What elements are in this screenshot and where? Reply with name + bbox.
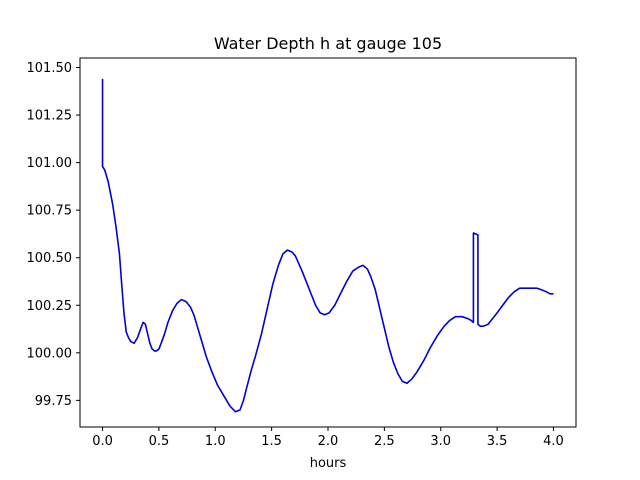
x-tick-label: 0.5 bbox=[149, 434, 170, 449]
y-tick-label: 101.50 bbox=[27, 61, 73, 76]
series-line-0 bbox=[101, 78, 554, 413]
y-tick-label: 100.75 bbox=[27, 204, 73, 219]
x-axis-label: hours bbox=[310, 456, 347, 471]
x-tick-label: 2.0 bbox=[318, 434, 339, 449]
y-axis-ticks: 99.75 100.00 100.25 100.50 100.75 101.00 101.2… bbox=[27, 61, 80, 409]
x-tick-label: 1.5 bbox=[261, 434, 282, 449]
y-tick-label: 99.75 bbox=[35, 394, 72, 409]
x-tick-label: 3.0 bbox=[430, 434, 451, 449]
x-tick-label: 4.0 bbox=[543, 434, 564, 449]
x-tick-label: 3.5 bbox=[487, 434, 508, 449]
y-tick-label: 100.25 bbox=[27, 299, 73, 314]
chart-title: Water Depth h at gauge 105 bbox=[214, 34, 442, 53]
y-tick-label: 100.00 bbox=[27, 346, 73, 361]
y-tick-label: 101.00 bbox=[27, 156, 73, 171]
x-axis-ticks: 0.0 0.5 1.0 1.5 2.0 2.5 3.0 3.5 4.0 bbox=[92, 427, 564, 449]
y-tick-label: 100.50 bbox=[27, 251, 73, 266]
x-tick-label: 1.0 bbox=[205, 434, 226, 449]
y-tick-label: 101.25 bbox=[27, 109, 73, 124]
x-tick-label: 0.0 bbox=[92, 434, 113, 449]
x-tick-label: 2.5 bbox=[374, 434, 395, 449]
